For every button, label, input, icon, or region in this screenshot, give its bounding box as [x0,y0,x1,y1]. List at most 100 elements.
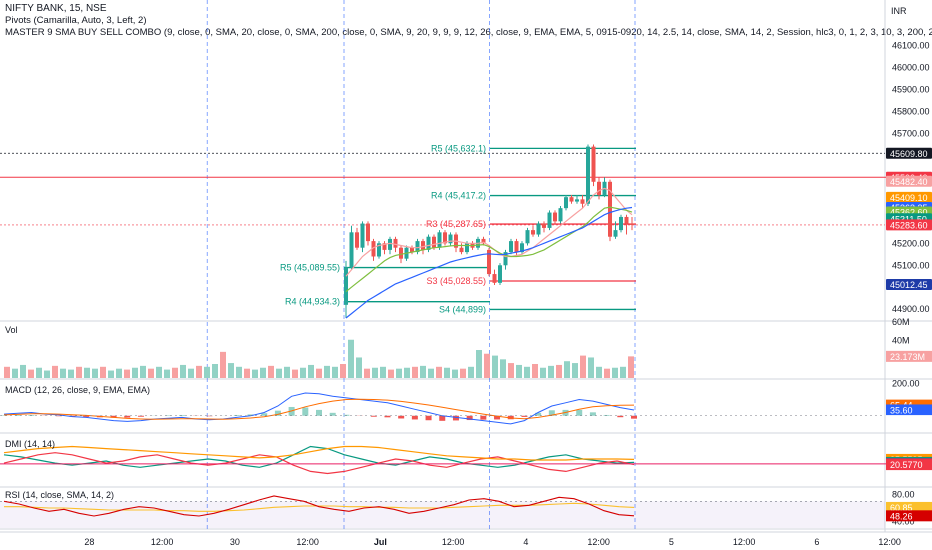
price-badge-text: 45283.60 [890,220,928,230]
macd-hist-bar [480,415,487,420]
volume-bar [196,365,202,378]
candle-body [360,223,365,248]
candle-body [465,243,469,253]
volume-bar [604,368,610,378]
candle-body [432,236,436,248]
volume-bar [620,366,626,378]
volume-bar [284,366,290,378]
volume-bar [124,369,130,378]
price-badge-text: 45362.60 [890,207,928,217]
rsi-rsi-line [3,495,635,517]
macd-hist-bar [233,414,240,416]
macd-hist-bar [316,409,322,416]
macd-hist-bar [576,409,583,416]
volume-bar [308,364,314,378]
macd-hist-bar [384,415,391,418]
volume-bar [236,366,242,378]
time-tick: 12:00 [151,537,174,547]
candle-body [514,241,519,253]
pivot-label: S3 (45,028.55) [426,276,486,286]
master-legend: MASTER 9 SMA BUY SELL COMBO (9, close, 0… [5,27,932,38]
volume-bar [68,369,74,378]
candle-body [558,208,563,222]
macd-hist-bar [137,415,144,417]
volume-bar [212,364,218,378]
candle-body [525,230,530,244]
macd-hist-bar [439,415,446,421]
price-tick: 45100.00 [892,260,930,270]
candle-body [569,197,574,202]
rsi-panel-label: RSI (14, close, SMA, 14, 2) [5,490,114,500]
time-tick: 12:00 [296,537,319,547]
macd-hist-bar [603,414,610,416]
dmi-adx-line [3,445,635,461]
macd-hist-bar [28,414,35,416]
time-tick: 4 [523,537,528,547]
pivot-label: R5 (45,089.55) [280,263,340,273]
time-tick: 6 [814,537,819,547]
volume-bar [340,364,346,378]
candle-body [547,212,552,228]
volume-bar [20,364,26,378]
volume-bar [332,366,338,378]
price-tick: 45200.00 [892,238,930,248]
volume-bar [116,368,122,378]
candle-body [553,212,557,222]
volume-bar [452,369,458,378]
macd-hist-bar [14,415,21,416]
price-tick: 45900.00 [892,85,930,95]
macd-hist-bar [274,410,281,416]
volume-bar [524,366,530,378]
time-tick: 5 [669,537,674,547]
volume-bar [276,368,282,378]
candle-body [371,241,376,257]
volume-bar [268,365,274,378]
macd-hist-bar [589,412,596,416]
price-badge-text: 45409.10 [890,193,928,203]
pivots-legend: Pivots (Camarilla, Auto, 3, Left, 2) [5,15,147,26]
candle-body [443,232,447,244]
candle-body [415,241,420,253]
dmi-badge-text: 20.5770 [890,460,923,470]
macd-hist-bar [302,407,309,416]
time-tick: 12:00 [442,537,465,547]
price-badge-text: 45012.45 [890,280,928,290]
macd-hist-bar [329,412,336,416]
volume-bar [164,369,170,378]
volume-bar [404,367,410,378]
candle-body [377,243,381,257]
volume-bar [28,369,34,378]
volume-bar [220,351,226,378]
price-badge [886,191,932,203]
candle-body [426,236,431,250]
volume-bar [548,365,554,378]
symbol-legend: NIFTY BANK, 15, NSE [5,3,107,14]
volume-bar [4,366,10,378]
volume-bar [556,364,562,378]
dmi-minus_di-line [3,452,635,475]
volume-bar [204,366,210,378]
volume-bar [484,353,490,378]
macd-hist-bar [466,415,473,421]
price-badge-text: 45609.80 [890,149,928,159]
time-tick: 30 [230,537,240,547]
volume-bar [300,367,306,378]
volume-bar [84,367,90,378]
price-tick: 45700.00 [892,128,930,138]
volume-bar [420,365,426,378]
volume-bar [436,366,442,378]
vol-tick: 40M [892,336,910,346]
volume-bar [580,355,586,378]
candle-body [481,238,486,244]
rsi-badge [886,501,932,513]
rsi-tick: 40.00 [892,516,915,526]
vol-badge-text: 23.173M [890,352,925,362]
macd-signal-line [3,398,635,420]
macd-badge-text: 35.60 [890,405,913,415]
price-badge [886,219,932,231]
volume-bar [76,366,82,378]
vol-panel-label: Vol [5,325,18,335]
price-badge-text: 45311.50 [890,214,927,224]
macd-hist-bar [247,414,254,416]
